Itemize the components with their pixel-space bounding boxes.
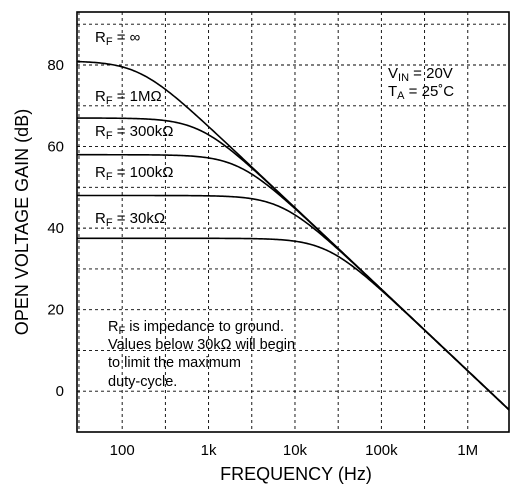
condition-ta: TA = 25˚C <box>388 83 454 102</box>
note-line-1: RF is impedance to ground. <box>108 319 284 337</box>
x-tick-label: 100k <box>365 442 398 459</box>
series-label: RF = 300kΩ <box>95 123 173 142</box>
curves <box>76 60 510 411</box>
series-label-rest: = 100kΩ <box>113 164 174 181</box>
series-label-main: R <box>95 88 106 105</box>
series-label: RF = 30kΩ <box>95 210 165 229</box>
series-curve <box>77 237 510 411</box>
series-label-sub: F <box>106 95 113 107</box>
series-label-rest: = 30kΩ <box>113 210 166 227</box>
series-label-main: R <box>95 164 106 181</box>
series-label-rest: = 1MΩ <box>113 88 162 105</box>
series-label-sub: F <box>106 171 113 183</box>
series-label-rest: = ∞ <box>113 29 141 46</box>
series-label-sub: F <box>106 217 113 229</box>
x-tick-label: 1M <box>457 442 478 459</box>
y-tick-label: 0 <box>56 383 64 400</box>
x-tick-label: 10k <box>283 442 308 459</box>
series-label-rest: = 300kΩ <box>113 123 174 140</box>
y-tick-label: 40 <box>47 220 64 237</box>
series-label: RF = 1MΩ <box>95 88 162 107</box>
grid <box>77 12 509 432</box>
series-label-sub: F <box>106 36 113 48</box>
x-tick-label: 1k <box>201 442 217 459</box>
y-tick-label: 80 <box>47 57 64 74</box>
series-curve <box>77 153 510 411</box>
x-tick-label: 100 <box>110 442 135 459</box>
y-axis-label: OPEN VOLTAGE GAIN (dB) <box>12 109 32 335</box>
plot-frame <box>76 11 510 433</box>
series-label-main: R <box>95 123 106 140</box>
note-line-2: Values below 30kΩ will begin <box>108 337 295 353</box>
note-line-3: to limit the maximum <box>108 355 241 371</box>
x-tick-labels: 100 1k 10k 100k 1M <box>110 442 479 459</box>
series-label-sub: F <box>106 130 113 142</box>
series-label-main: R <box>95 210 106 227</box>
y-tick-labels: 0 20 40 60 80 <box>47 57 64 400</box>
condition-vin: VIN = 20V <box>388 65 453 84</box>
series-label: RF = ∞ <box>95 29 141 48</box>
series-label-main: R <box>95 29 106 46</box>
note-block: RF is impedance to ground. Values below … <box>108 319 295 390</box>
series-label: RF = 100kΩ <box>95 164 173 183</box>
y-tick-label: 20 <box>47 302 64 319</box>
x-axis-label: FREQUENCY (Hz) <box>220 464 372 484</box>
note-line-4: duty-cycle. <box>108 374 177 390</box>
y-tick-label: 60 <box>47 139 64 156</box>
conditions-block: VIN = 20V TA = 25˚C <box>388 65 454 102</box>
